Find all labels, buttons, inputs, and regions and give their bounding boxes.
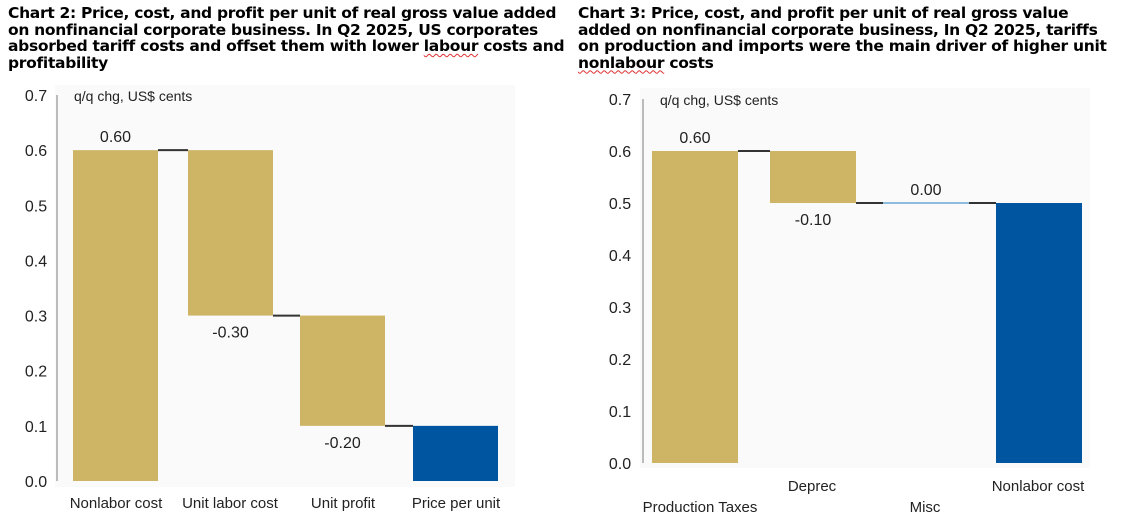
chart-2-title-underlined-word: labour [423, 37, 479, 55]
chart-3-y-axis-label: q/q chg, US$ cents [660, 92, 778, 108]
y-tick-label: 0.0 [25, 474, 47, 491]
bar-deprec [770, 151, 856, 203]
bar-unit-labor-cost [188, 150, 273, 316]
y-tick-label: 0.5 [25, 198, 47, 215]
bar-nonlabor-cost [73, 150, 158, 481]
data-label: -0.10 [795, 212, 832, 229]
y-tick-label: 0.4 [25, 253, 47, 270]
y-tick-label: 0.6 [25, 143, 47, 160]
data-label: -0.20 [324, 435, 361, 452]
y-tick-label: 0.1 [25, 419, 47, 436]
x-category-label: Nonlabor cost [992, 478, 1085, 495]
data-label: -0.30 [212, 325, 249, 342]
chart-2-title: Chart 2: Price, cost, and profit per uni… [8, 5, 568, 71]
y-tick-label: 0.7 [25, 88, 47, 105]
chart-3-title-underlined-word: nonlabour [578, 53, 665, 72]
x-category-label: Misc [910, 499, 941, 516]
chart-2-y-axis-label: q/q chg, US$ cents [74, 88, 192, 104]
y-tick-label: 0.2 [25, 364, 47, 381]
x-category-label: Price per unit [412, 495, 501, 512]
y-tick-label: 0.2 [609, 352, 631, 369]
y-tick-label: 0.7 [609, 92, 631, 109]
y-tick-label: 0.6 [609, 144, 631, 161]
y-tick-label: 0.0 [609, 456, 631, 473]
bar-price-per-unit [413, 425, 498, 481]
y-tick-label: 0.5 [609, 196, 631, 213]
data-label: 0.00 [910, 182, 941, 199]
chart-3-title-text: Chart 3: Price, cost, and profit per uni… [578, 4, 1107, 55]
x-category-label: Unit profit [311, 495, 376, 512]
chart-2-title-text: Chart 2: Price, cost, and profit per uni… [8, 4, 557, 55]
y-tick-label: 0.3 [609, 300, 631, 317]
x-category-label: Production Taxes [643, 499, 758, 516]
bar-nonlabor-cost [996, 203, 1082, 463]
x-category-label: Unit labor cost [182, 495, 279, 512]
x-category-label: Nonlabor cost [70, 495, 163, 512]
chart-3-title-tail: costs [664, 53, 714, 72]
data-label: 0.60 [679, 130, 710, 147]
chart-2-title-tail: costs and profitability [8, 37, 565, 72]
data-label: 0.60 [100, 129, 131, 146]
y-tick-label: 0.3 [25, 309, 47, 326]
y-tick-label: 0.4 [609, 248, 631, 265]
chart-3-title: Chart 3: Price, cost, and profit per uni… [578, 5, 1123, 71]
bar-unit-profit [300, 315, 385, 426]
x-category-label: Deprec [788, 478, 837, 495]
bar-production-taxes [652, 151, 738, 463]
y-tick-label: 0.1 [609, 404, 631, 421]
